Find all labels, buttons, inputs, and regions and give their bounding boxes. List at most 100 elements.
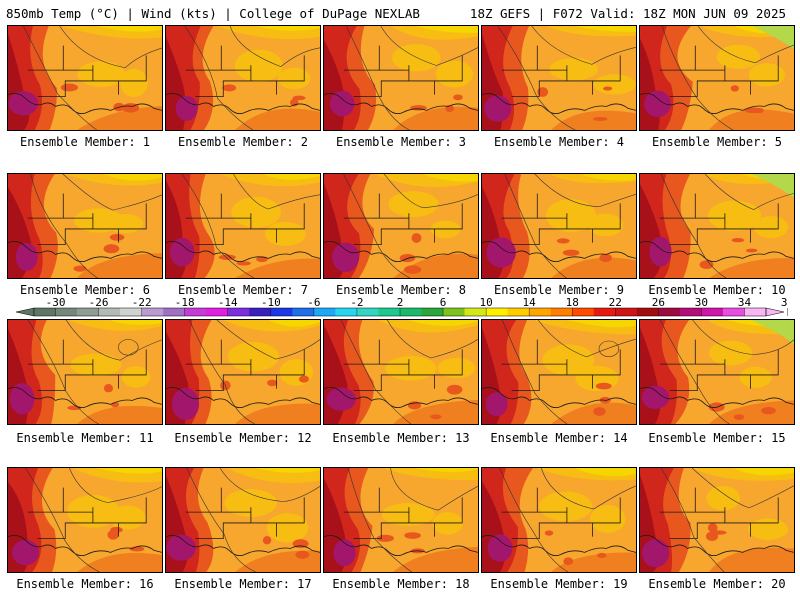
colorbar-tick-label: 6 bbox=[440, 296, 447, 309]
ensemble-member-map bbox=[639, 173, 795, 279]
colorbar-swatch bbox=[550, 308, 573, 316]
colorbar-tick-label: -14 bbox=[218, 296, 238, 309]
height-contours bbox=[27, 320, 162, 424]
temperature-field bbox=[324, 26, 478, 130]
temperature-field bbox=[8, 26, 162, 130]
colorbar-swatch bbox=[98, 308, 121, 316]
ensemble-member-map bbox=[323, 467, 479, 573]
colorbar-swatch bbox=[507, 308, 530, 316]
colorbar-tick-label: -26 bbox=[89, 296, 109, 309]
ensemble-member-map bbox=[7, 25, 163, 131]
colorbar-swatch bbox=[120, 308, 142, 316]
temperature-field bbox=[324, 468, 478, 572]
height-contours bbox=[186, 468, 320, 572]
ensemble-member-map bbox=[323, 173, 479, 279]
colorbar-swatch bbox=[529, 308, 552, 316]
ensemble-member-label: Ensemble Member: 13 bbox=[332, 431, 470, 445]
geographic-outlines bbox=[324, 193, 478, 263]
temperature-field bbox=[482, 26, 636, 130]
height-contours bbox=[661, 26, 794, 130]
ensemble-member-label: Ensemble Member: 11 bbox=[16, 431, 154, 445]
ensemble-member-label: Ensemble Member: 3 bbox=[335, 135, 467, 149]
geographic-outlines bbox=[324, 487, 478, 557]
height-contours bbox=[25, 468, 162, 572]
temperature-field bbox=[166, 320, 320, 424]
geographic-outlines bbox=[640, 193, 794, 263]
colorbar-swatch bbox=[636, 308, 659, 316]
geographic-outlines bbox=[640, 45, 794, 115]
geographic-outlines bbox=[482, 45, 636, 115]
colorbar-tick-label: -6 bbox=[307, 296, 320, 309]
colorbar-swatch bbox=[313, 308, 336, 316]
geographic-outlines bbox=[482, 339, 636, 409]
ensemble-member-map bbox=[481, 467, 637, 573]
height-contours bbox=[184, 26, 320, 130]
ensemble-member-label: Ensemble Member: 2 bbox=[177, 135, 309, 149]
colorbar-swatch bbox=[572, 308, 595, 316]
colorbar-swatch bbox=[77, 308, 99, 316]
height-contours bbox=[347, 468, 478, 572]
height-contours bbox=[497, 26, 636, 130]
map-title: 850mb Temp (°C) | Wind (kts) | College o… bbox=[6, 6, 420, 21]
ensemble-member-map bbox=[165, 173, 321, 279]
ensemble-member-label: Ensemble Member: 9 bbox=[493, 283, 625, 297]
colorbar-tick-label: 34 bbox=[738, 296, 752, 309]
temperature-field bbox=[8, 174, 162, 278]
temperature-field bbox=[482, 320, 636, 424]
height-contours bbox=[659, 320, 794, 424]
colorbar-swatch bbox=[701, 308, 724, 316]
temperature-field bbox=[640, 26, 794, 130]
ensemble-member-label: Ensemble Member: 19 bbox=[490, 577, 628, 591]
colorbar-swatch bbox=[615, 308, 638, 316]
height-contours bbox=[181, 174, 320, 278]
ensemble-member-label: Ensemble Member: 4 bbox=[493, 135, 625, 149]
colorbar-swatch bbox=[400, 308, 422, 316]
colorbar-swatch bbox=[464, 308, 487, 316]
temperature-field bbox=[640, 468, 794, 572]
ensemble-member-label: Ensemble Member: 14 bbox=[490, 431, 628, 445]
temperature-field bbox=[8, 320, 162, 424]
colorbar-right-arrow bbox=[765, 307, 785, 317]
geographic-outlines bbox=[8, 487, 162, 557]
colorbar-swatch bbox=[443, 308, 465, 316]
colorbar-tick-label: 38 bbox=[781, 296, 788, 309]
colorbar-tick-label: 26 bbox=[652, 296, 665, 309]
geographic-outlines bbox=[482, 193, 636, 263]
colorbar-swatch bbox=[163, 308, 186, 316]
temperature-field bbox=[640, 174, 794, 278]
colorbar-tick-label: -2 bbox=[350, 296, 363, 309]
ensemble-member-map bbox=[165, 319, 321, 425]
colorbar-tick-label: 10 bbox=[479, 296, 492, 309]
geographic-outlines bbox=[482, 487, 636, 557]
geographic-outlines bbox=[166, 487, 320, 557]
colorbar-tick-label: -30 bbox=[46, 296, 66, 309]
temperature-field bbox=[8, 468, 162, 572]
colorbar-swatch bbox=[356, 308, 379, 316]
colorbar-swatch bbox=[227, 308, 250, 316]
geographic-outlines bbox=[166, 193, 320, 263]
colorbar-tick-label: 18 bbox=[566, 296, 579, 309]
height-contours bbox=[499, 468, 636, 572]
colorbar-swatch bbox=[658, 308, 681, 316]
ensemble-member-map bbox=[323, 319, 479, 425]
geographic-outlines bbox=[640, 487, 794, 557]
ensemble-member-label: Ensemble Member: 8 bbox=[335, 283, 467, 297]
colorbar-swatch bbox=[184, 308, 207, 316]
height-contours bbox=[343, 174, 478, 278]
colorbar-swatch bbox=[34, 308, 56, 316]
ensemble-member-map bbox=[7, 319, 163, 425]
height-contours bbox=[340, 320, 478, 424]
temperature-field bbox=[482, 174, 636, 278]
ensemble-member-map bbox=[323, 25, 479, 131]
ensemble-member-map bbox=[481, 173, 637, 279]
temperature-field bbox=[166, 174, 320, 278]
colorbar-swatch bbox=[679, 308, 702, 316]
ensemble-member-label: Ensemble Member: 20 bbox=[648, 577, 786, 591]
geographic-outlines bbox=[166, 45, 320, 115]
ensemble-member-label: Ensemble Member: 12 bbox=[174, 431, 312, 445]
height-contours bbox=[660, 468, 794, 572]
ensemble-member-label: Ensemble Member: 5 bbox=[651, 135, 783, 149]
ensemble-member-map bbox=[481, 319, 637, 425]
colorbar-tick-label: 14 bbox=[523, 296, 537, 309]
colorbar-swatch bbox=[206, 308, 229, 316]
